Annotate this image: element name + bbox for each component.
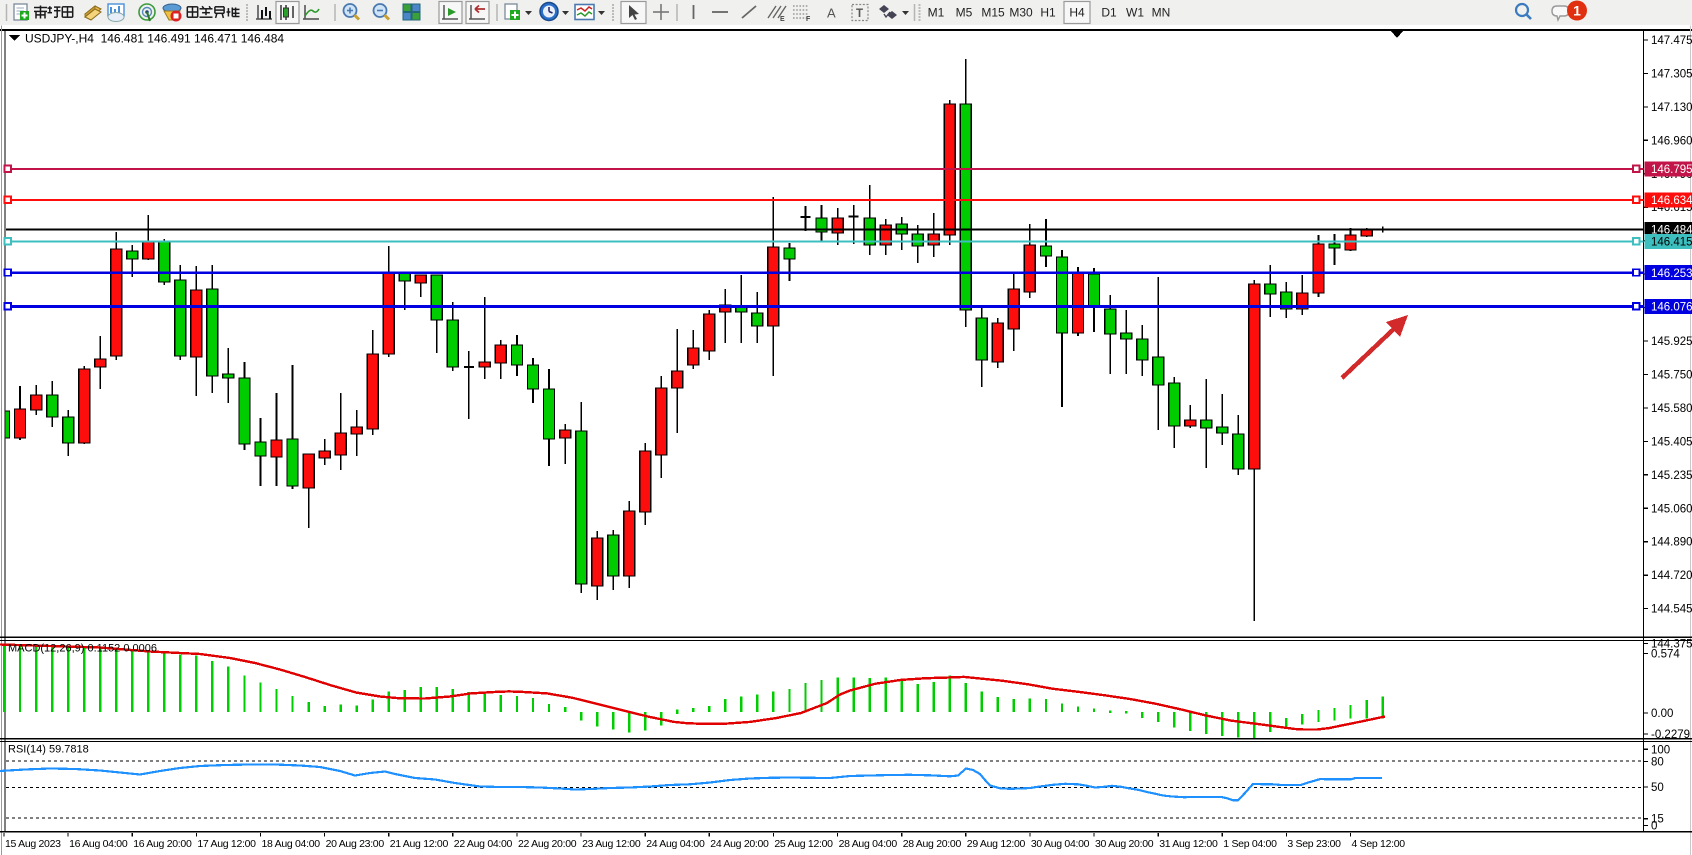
- svg-text:147.475: 147.475: [1651, 35, 1692, 47]
- svg-text:A: A: [827, 6, 836, 21]
- svg-text:M15: M15: [981, 6, 1005, 20]
- svg-text:25 Aug 12:00: 25 Aug 12:00: [774, 838, 833, 850]
- svg-text:21 Aug 12:00: 21 Aug 12:00: [390, 838, 449, 850]
- svg-text:0.00: 0.00: [1651, 708, 1673, 720]
- svg-text:145.925: 145.925: [1651, 336, 1692, 348]
- svg-text:30 Aug 20:00: 30 Aug 20:00: [1095, 838, 1154, 850]
- svg-text:F: F: [806, 16, 811, 23]
- svg-text:145.580: 145.580: [1651, 403, 1692, 415]
- svg-text:145.750: 145.750: [1651, 370, 1692, 382]
- svg-text:M30: M30: [1009, 6, 1033, 20]
- svg-text:80: 80: [1651, 757, 1664, 769]
- svg-text:M5: M5: [956, 6, 973, 20]
- svg-text:22 Aug 04:00: 22 Aug 04:00: [454, 838, 513, 850]
- svg-text:0: 0: [1651, 821, 1657, 833]
- svg-text:-0.2279: -0.2279: [1651, 729, 1690, 741]
- svg-text:MN: MN: [1152, 6, 1171, 20]
- svg-text:146.415: 146.415: [1651, 237, 1692, 249]
- svg-text:28 Aug 04:00: 28 Aug 04:00: [839, 838, 898, 850]
- svg-text:M1: M1: [928, 6, 945, 20]
- svg-text:146.795: 146.795: [1651, 164, 1692, 176]
- svg-text:146.960: 146.960: [1651, 135, 1692, 147]
- svg-text:147.305: 147.305: [1651, 68, 1692, 80]
- svg-text:15 Aug 2023: 15 Aug 2023: [5, 838, 61, 850]
- svg-text:146.484: 146.484: [1651, 225, 1692, 237]
- svg-text:144.890: 144.890: [1651, 537, 1692, 549]
- svg-text:3 Sep 23:00: 3 Sep 23:00: [1287, 838, 1341, 850]
- svg-text:145.405: 145.405: [1651, 436, 1692, 448]
- svg-text:0.574: 0.574: [1651, 649, 1680, 661]
- svg-text:D1: D1: [1101, 6, 1117, 20]
- svg-text:144.375: 144.375: [1651, 639, 1692, 651]
- svg-text:146.253: 146.253: [1651, 268, 1692, 280]
- svg-text:146.076: 146.076: [1651, 302, 1692, 314]
- svg-text:H4: H4: [1069, 6, 1085, 20]
- svg-text:145.235: 145.235: [1651, 470, 1692, 482]
- svg-text:1 Sep 04:00: 1 Sep 04:00: [1223, 838, 1277, 850]
- svg-text:1: 1: [1573, 3, 1581, 19]
- svg-text:USDJPY-,H4 146.481 146.491 14: USDJPY-,H4 146.481 146.491 146.471 146.4…: [25, 32, 284, 46]
- svg-text:28 Aug 20:00: 28 Aug 20:00: [903, 838, 962, 850]
- svg-text:145.060: 145.060: [1651, 503, 1692, 515]
- svg-text:100: 100: [1651, 744, 1670, 756]
- svg-text:144.545: 144.545: [1651, 604, 1692, 616]
- svg-text:4 Sep 12:00: 4 Sep 12:00: [1352, 838, 1406, 850]
- svg-text:144.720: 144.720: [1651, 570, 1692, 582]
- svg-text:MACD(12,26,9) 0.1152 0.0006: MACD(12,26,9) 0.1152 0.0006: [8, 643, 157, 655]
- svg-text:W1: W1: [1126, 6, 1144, 20]
- svg-text:15: 15: [1651, 814, 1664, 826]
- svg-text:23 Aug 12:00: 23 Aug 12:00: [582, 838, 641, 850]
- svg-text:18 Aug 04:00: 18 Aug 04:00: [262, 838, 321, 850]
- svg-text:50: 50: [1651, 782, 1664, 794]
- svg-text:16 Aug 20:00: 16 Aug 20:00: [133, 838, 192, 850]
- svg-text:22 Aug 20:00: 22 Aug 20:00: [518, 838, 577, 850]
- svg-text:29 Aug 12:00: 29 Aug 12:00: [967, 838, 1026, 850]
- svg-text:31 Aug 12:00: 31 Aug 12:00: [1159, 838, 1218, 850]
- svg-text:17 Aug 12:00: 17 Aug 12:00: [197, 838, 256, 850]
- svg-text:T: T: [856, 8, 863, 20]
- svg-text:30 Aug 04:00: 30 Aug 04:00: [1031, 838, 1090, 850]
- svg-text:24 Aug 04:00: 24 Aug 04:00: [646, 838, 705, 850]
- svg-text:16 Aug 04:00: 16 Aug 04:00: [69, 838, 128, 850]
- svg-text:20 Aug 23:00: 20 Aug 23:00: [326, 838, 385, 850]
- svg-text:24 Aug 20:00: 24 Aug 20:00: [710, 838, 769, 850]
- svg-text:146.634: 146.634: [1651, 195, 1692, 207]
- svg-text:147.130: 147.130: [1651, 102, 1692, 114]
- svg-text:H1: H1: [1040, 6, 1056, 20]
- svg-text:RSI(14) 59.7818: RSI(14) 59.7818: [8, 744, 89, 756]
- svg-text:E: E: [780, 16, 785, 23]
